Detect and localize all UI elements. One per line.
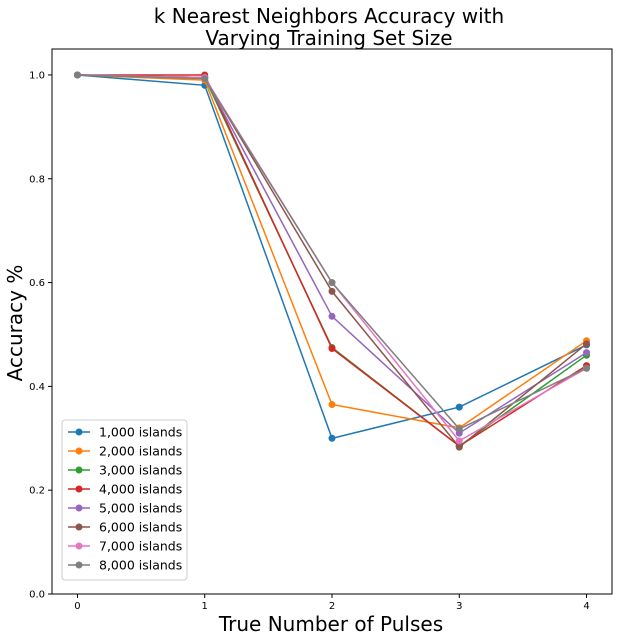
legend-marker [75,542,83,550]
x-tick-label: 1 [202,601,208,612]
y-tick-label: 0.4 [29,382,45,393]
legend-marker [75,561,83,569]
data-point-2-000-islands [328,401,336,409]
chart-title-line-1: k Nearest Neighbors Accuracy with [154,4,504,28]
data-point-5-000-islands [583,349,591,357]
legend-box [61,419,188,581]
x-axis-label: True Number of Pulses [218,612,443,636]
legend: 1,000 islands 2,000 islands 3,000 islands 4… [61,419,188,581]
x-tick-label: 2 [329,601,335,612]
legend-label: 7,000 islands [99,539,182,554]
data-point-1-000-islands [455,403,463,411]
legend-marker [75,523,83,531]
legend-label: 5,000 islands [99,501,182,516]
legend-marker [75,428,83,436]
data-point-6-000-islands [328,287,336,295]
legend-label: 4,000 islands [99,482,182,497]
data-point-8-000-islands [201,75,209,83]
data-point-7-000-islands [455,437,463,445]
data-point-8-000-islands [73,71,81,79]
legend-label: 6,000 islands [99,520,182,535]
data-point-1-000-islands [328,434,336,442]
legend-label: 8,000 islands [99,558,182,573]
data-point-8-000-islands [583,364,591,372]
legend-label: 1,000 islands [99,425,182,440]
y-tick-label: 0.6 [29,278,45,289]
legend-marker [75,485,83,493]
legend-label: 2,000 islands [99,444,182,459]
data-point-6-000-islands [455,443,463,451]
data-point-5-000-islands [328,312,336,320]
y-tick-label: 1.0 [29,70,45,81]
data-point-6-000-islands [583,340,591,348]
legend-label: 3,000 islands [99,463,182,478]
y-tick-label: 0.8 [29,174,45,185]
data-point-8-000-islands [455,425,463,433]
legend-marker [75,504,83,512]
legend-marker [75,466,83,474]
x-tick-label: 0 [74,601,80,612]
x-tick-label: 3 [456,601,462,612]
data-point-4-000-islands [328,344,336,352]
y-tick-label: 0.0 [29,590,45,601]
y-axis-label: Accuracy % [3,265,27,382]
y-tick-label: 0.2 [29,486,45,497]
x-tick-label: 4 [583,601,589,612]
legend-marker [75,447,83,455]
data-point-8-000-islands [328,279,336,287]
chart-title-line-2: Varying Training Set Size [205,26,452,50]
